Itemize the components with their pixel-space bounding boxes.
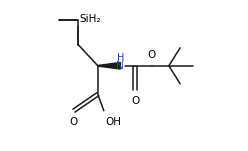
Text: OH: OH	[105, 117, 121, 127]
Text: H: H	[117, 53, 124, 63]
Text: O: O	[131, 96, 139, 106]
Polygon shape	[98, 63, 120, 69]
Text: N: N	[116, 61, 124, 71]
Text: O: O	[148, 50, 156, 60]
Text: SiH₂: SiH₂	[80, 14, 101, 24]
Text: O: O	[70, 117, 78, 127]
